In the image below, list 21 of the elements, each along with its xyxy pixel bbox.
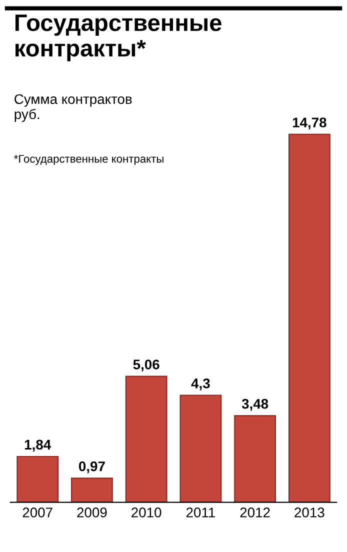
x-tick-label: 2009 — [77, 508, 107, 518]
bar — [234, 415, 276, 502]
data-label: 5,06 — [133, 360, 160, 372]
bar — [16, 456, 59, 502]
data-label: 0,97 — [78, 461, 105, 474]
x-tick-label: 2007 — [22, 508, 52, 518]
x-tick-label: 2012 — [240, 508, 270, 518]
data-label: 14,78 — [292, 118, 326, 130]
chart-title: Государственные контракты* — [15, 14, 222, 62]
bar — [288, 134, 330, 502]
data-label: 3,48 — [242, 398, 268, 411]
x-tick-label: 2013 — [294, 508, 324, 518]
x-tick-label: 2011 — [186, 508, 215, 518]
x-tick-label: 2010 — [132, 508, 162, 518]
data-label: 4,3 — [191, 378, 210, 390]
bar — [125, 376, 168, 502]
chart-subtitle: Сумма контрактов руб. — [14, 94, 132, 122]
bar — [71, 478, 113, 502]
bar — [180, 394, 222, 502]
data-label: 1,84 — [24, 440, 52, 452]
annotation: *Государственные контракты — [14, 154, 164, 165]
